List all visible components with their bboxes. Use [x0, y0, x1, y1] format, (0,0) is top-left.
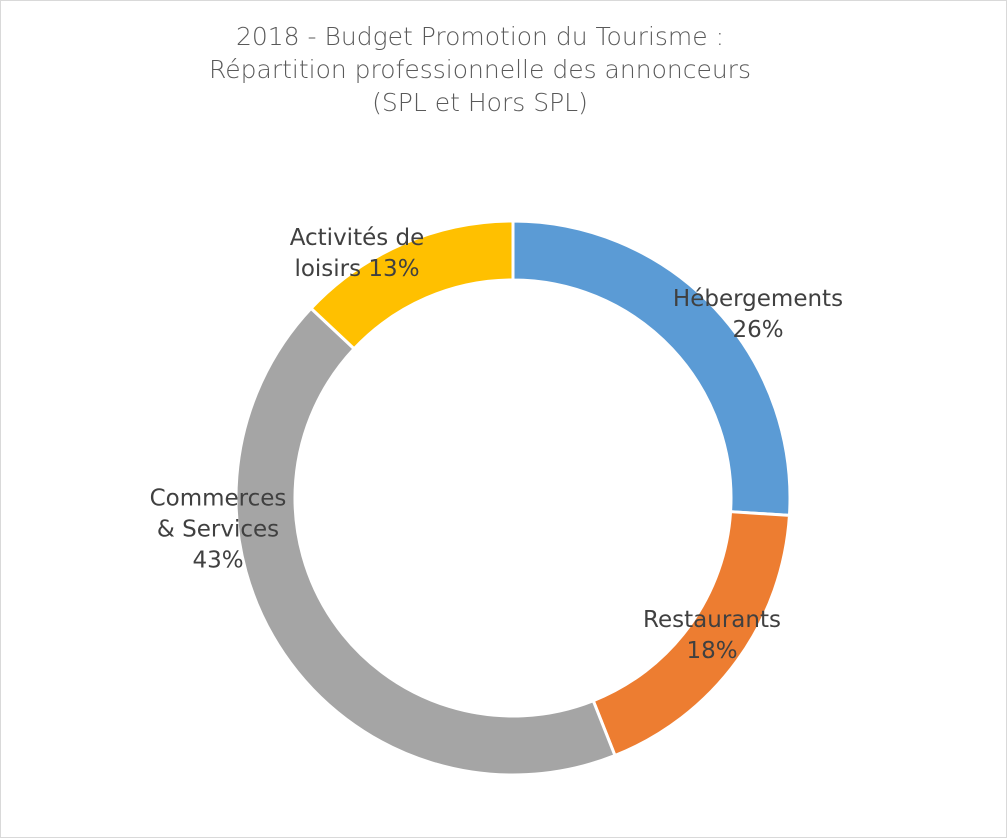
chart-title: Répartition professionnelle des annonceu…: [209, 55, 751, 84]
chart-title: (SPL et Hors SPL): [372, 88, 588, 117]
value-label: 13%: [368, 256, 420, 282]
category-label: Commerces & Services: [149, 485, 287, 543]
data-label: Activités de loisirs 13%: [265, 223, 450, 285]
category-label: Restaurants: [643, 606, 781, 633]
donut-segment: [234, 306, 617, 777]
data-label: Restaurants 18%: [617, 605, 807, 667]
data-label: Hébergements 26%: [663, 284, 853, 346]
donut-segment: [308, 219, 515, 351]
category-label: Activités de loisirs: [289, 224, 425, 282]
category-label: Hébergements: [672, 285, 844, 312]
chart-title: 2018 - Budget Promotion du Tourisme :: [235, 22, 725, 51]
value-label: 18%: [686, 638, 738, 664]
value-label: 43%: [192, 547, 244, 574]
data-label: Commerces & Services 43%: [143, 483, 293, 576]
value-label: 26%: [732, 317, 784, 343]
